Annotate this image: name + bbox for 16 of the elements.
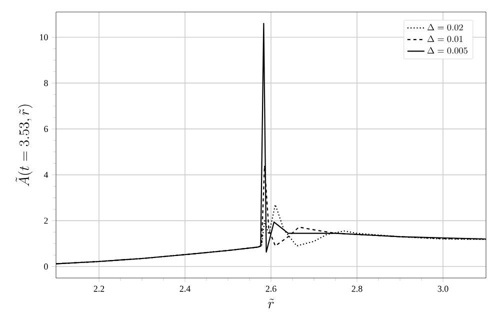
x-tick-label: 2.2: [94, 286, 104, 292]
legend-label: $\Delta = 0.01$: [427, 35, 463, 42]
y-tick-label: 8: [44, 80, 48, 86]
y-tick-label: 2: [44, 218, 48, 224]
legend-label: $\Delta = 0.02$: [427, 24, 463, 30]
x-tick-label: 2.6: [266, 286, 276, 292]
y-tick-label: 4: [44, 172, 48, 178]
x-axis-title: $\tilde{r}$: [268, 298, 274, 308]
y-tick-label: 0: [44, 264, 48, 270]
y-tick-label: 6: [44, 126, 48, 132]
y-tick-label: 10: [40, 34, 48, 40]
legend-label: $\Delta = 0.005$: [427, 47, 468, 54]
y-axis-title: $\tilde{A}(t=3.53,\tilde{r})$: [16, 104, 32, 186]
x-tick-label: 2.4: [180, 286, 190, 292]
x-tick-label: 2.8: [352, 286, 362, 292]
x-tick-label: 3.0: [438, 286, 448, 292]
